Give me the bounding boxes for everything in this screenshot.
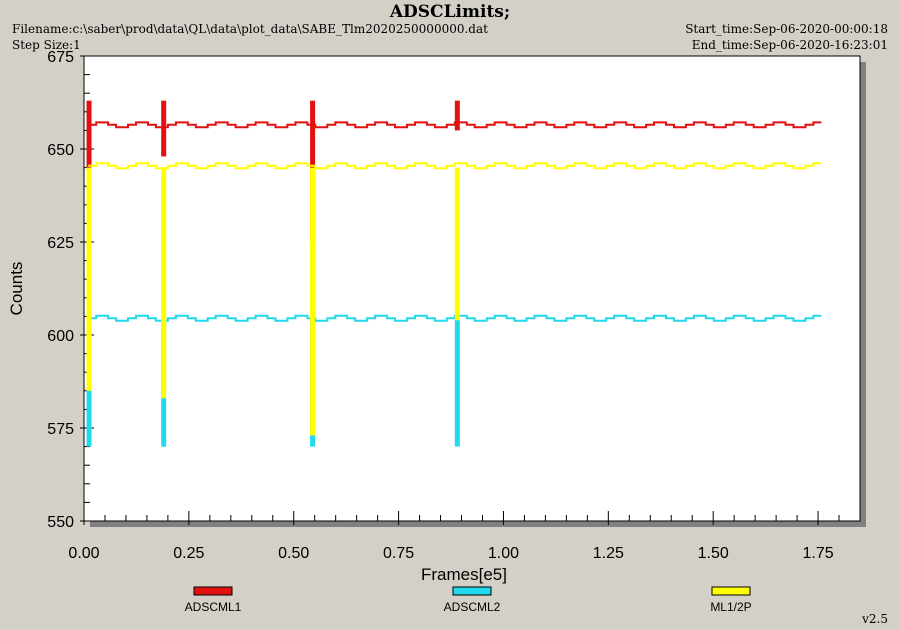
start-time-label: Start_time:Sep-06-2020-00:00:18 <box>685 22 888 36</box>
series-line-adscml2 <box>88 314 822 322</box>
legend-label: ADSCML1 <box>185 600 242 614</box>
legend-label: ML1/2P <box>710 600 751 614</box>
step-size-label: Step Size:1 <box>12 38 81 52</box>
y-axis-label: Counts <box>7 262 26 316</box>
filename-label: Filename:c:\saber\prod\data\QL\data\plot… <box>12 22 488 36</box>
x-tick-label: 0.25 <box>173 545 204 562</box>
end-time-label: End_time:Sep-06-2020-16:23:01 <box>691 38 888 52</box>
y-tick-label: 600 <box>47 328 74 345</box>
x-tick-label: 0.50 <box>278 545 309 562</box>
y-tick-label: 550 <box>47 514 74 531</box>
legend-swatch <box>452 586 492 596</box>
version-label: v2.5 <box>862 612 888 626</box>
series-spike <box>454 100 460 131</box>
x-axis-label: Frames[e5] <box>421 565 507 584</box>
series-spike <box>454 320 460 447</box>
legend-label: ADSCML2 <box>444 600 501 614</box>
plot-area <box>83 55 861 522</box>
legend-swatch <box>193 586 233 596</box>
y-tick-label: 625 <box>47 235 74 252</box>
series-line-adscml1 <box>88 121 822 129</box>
series-spike <box>310 167 316 436</box>
x-tick-label: 1.75 <box>802 545 833 562</box>
x-tick-label: 1.25 <box>593 545 624 562</box>
x-tick-label: 0.00 <box>68 545 99 562</box>
y-tick-label: 675 <box>47 49 74 66</box>
series-spike <box>161 167 167 399</box>
series-spike <box>86 100 92 168</box>
y-tick-label: 575 <box>47 421 74 438</box>
series-spike <box>454 167 460 321</box>
chart-title: ADSCLimits; <box>389 2 511 22</box>
y-tick-label: 650 <box>47 142 74 159</box>
x-tick-label: 1.50 <box>698 545 729 562</box>
legend-swatch <box>711 586 751 596</box>
series-spike <box>161 100 167 157</box>
x-tick-label: 0.75 <box>383 545 414 562</box>
series-spike <box>86 167 92 391</box>
x-tick-label: 1.00 <box>488 545 519 562</box>
series-line-ml12p <box>88 162 822 170</box>
